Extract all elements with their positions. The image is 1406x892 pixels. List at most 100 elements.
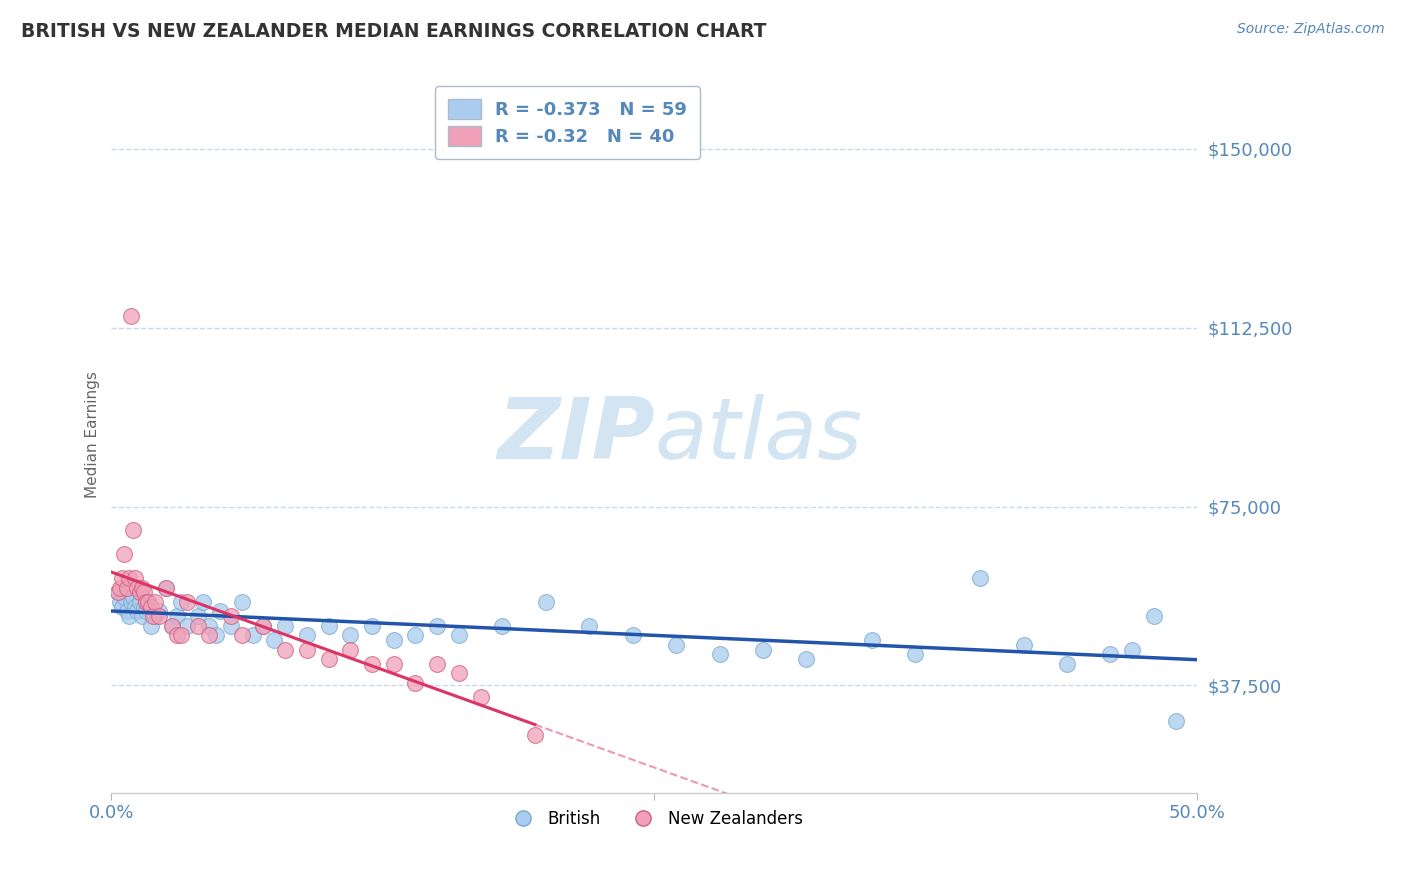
Point — [1164, 714, 1187, 728]
Point — [361, 657, 384, 671]
Point — [128, 595, 150, 609]
Point — [578, 619, 600, 633]
Point — [120, 309, 142, 323]
Point — [274, 642, 297, 657]
Point — [176, 595, 198, 609]
Point — [1143, 609, 1166, 624]
Y-axis label: Median Earnings: Median Earnings — [86, 372, 100, 499]
Point — [231, 628, 253, 642]
Point — [115, 581, 138, 595]
Point — [111, 571, 134, 585]
Point — [709, 648, 731, 662]
Point — [242, 628, 264, 642]
Point — [252, 619, 274, 633]
Point — [382, 657, 405, 671]
Point — [969, 571, 991, 585]
Point — [426, 619, 449, 633]
Point — [111, 599, 134, 614]
Point — [118, 609, 141, 624]
Point — [274, 619, 297, 633]
Point — [523, 728, 546, 742]
Point — [138, 595, 160, 609]
Point — [447, 628, 470, 642]
Point — [148, 605, 170, 619]
Point — [124, 571, 146, 585]
Point — [1056, 657, 1078, 671]
Point — [339, 628, 361, 642]
Point — [127, 605, 149, 619]
Point — [263, 633, 285, 648]
Point — [124, 599, 146, 614]
Point — [107, 585, 129, 599]
Point — [187, 619, 209, 633]
Point — [198, 619, 221, 633]
Legend: British, New Zealanders: British, New Zealanders — [499, 803, 810, 834]
Point — [155, 581, 177, 595]
Point — [132, 599, 155, 614]
Point — [204, 628, 226, 642]
Point — [108, 595, 131, 609]
Point — [131, 609, 153, 624]
Point — [447, 666, 470, 681]
Point — [122, 524, 145, 538]
Point — [231, 595, 253, 609]
Point — [252, 619, 274, 633]
Point — [665, 638, 688, 652]
Point — [127, 581, 149, 595]
Point — [219, 619, 242, 633]
Point — [139, 619, 162, 633]
Point — [339, 642, 361, 657]
Point — [132, 585, 155, 599]
Point — [1012, 638, 1035, 652]
Text: Source: ZipAtlas.com: Source: ZipAtlas.com — [1237, 22, 1385, 37]
Point — [426, 657, 449, 671]
Point — [148, 609, 170, 624]
Point — [752, 642, 775, 657]
Point — [198, 628, 221, 642]
Point — [170, 595, 193, 609]
Point — [295, 628, 318, 642]
Point — [796, 652, 818, 666]
Point — [860, 633, 883, 648]
Point — [135, 605, 157, 619]
Point — [143, 609, 166, 624]
Point — [160, 619, 183, 633]
Point — [128, 585, 150, 599]
Point — [361, 619, 384, 633]
Point — [131, 581, 153, 595]
Point — [166, 628, 188, 642]
Point — [176, 619, 198, 633]
Point — [318, 652, 340, 666]
Point — [160, 619, 183, 633]
Point — [107, 585, 129, 599]
Point — [170, 628, 193, 642]
Point — [382, 633, 405, 648]
Point — [143, 595, 166, 609]
Point — [470, 690, 492, 705]
Point — [318, 619, 340, 633]
Text: ZIP: ZIP — [496, 393, 654, 476]
Point — [405, 628, 427, 642]
Point — [118, 571, 141, 585]
Point — [114, 547, 136, 561]
Point — [187, 609, 209, 624]
Point — [108, 581, 131, 595]
Point — [405, 676, 427, 690]
Point — [166, 609, 188, 624]
Point — [191, 595, 214, 609]
Point — [208, 605, 231, 619]
Point — [114, 590, 136, 604]
Text: atlas: atlas — [654, 393, 862, 476]
Point — [120, 595, 142, 609]
Point — [139, 599, 162, 614]
Point — [534, 595, 557, 609]
Point — [1099, 648, 1122, 662]
Point — [295, 642, 318, 657]
Point — [491, 619, 513, 633]
Point — [138, 595, 160, 609]
Point — [1121, 642, 1143, 657]
Point — [135, 595, 157, 609]
Point — [904, 648, 927, 662]
Point — [621, 628, 644, 642]
Point — [142, 609, 165, 624]
